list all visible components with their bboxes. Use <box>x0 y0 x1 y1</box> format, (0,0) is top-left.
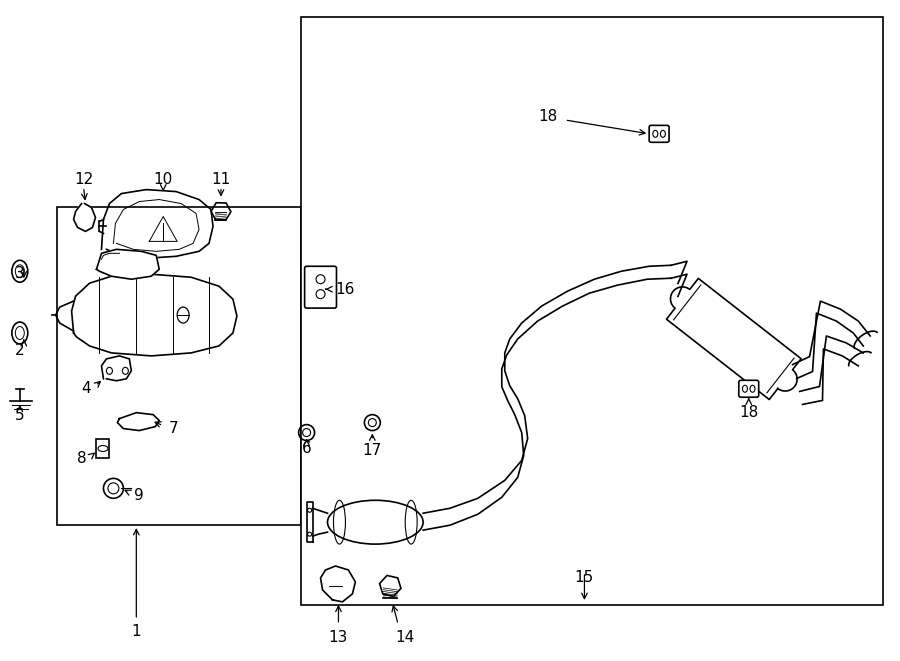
Text: 13: 13 <box>328 630 348 645</box>
Text: 14: 14 <box>396 630 415 645</box>
Text: 15: 15 <box>575 570 594 586</box>
FancyBboxPatch shape <box>304 266 337 308</box>
Text: 10: 10 <box>154 172 173 187</box>
Text: 4: 4 <box>82 381 91 396</box>
Polygon shape <box>96 249 159 279</box>
Text: 6: 6 <box>302 441 311 456</box>
Polygon shape <box>72 274 237 356</box>
FancyBboxPatch shape <box>739 380 759 397</box>
FancyBboxPatch shape <box>649 126 669 142</box>
Text: 7: 7 <box>168 421 178 436</box>
Text: 11: 11 <box>212 172 230 187</box>
Text: 8: 8 <box>76 451 86 466</box>
Text: 18: 18 <box>538 110 557 124</box>
Text: 17: 17 <box>363 443 382 458</box>
Polygon shape <box>102 356 131 381</box>
Text: 1: 1 <box>131 624 141 639</box>
Polygon shape <box>117 412 159 430</box>
Text: 18: 18 <box>739 405 759 420</box>
Polygon shape <box>320 566 356 602</box>
Bar <box>96 438 110 459</box>
Bar <box>301 17 883 605</box>
Text: 2: 2 <box>15 344 24 358</box>
Polygon shape <box>74 204 95 231</box>
Polygon shape <box>667 278 801 399</box>
Bar <box>57 206 301 525</box>
Text: 12: 12 <box>74 172 94 187</box>
Text: 3: 3 <box>15 266 24 281</box>
Text: 16: 16 <box>336 282 356 297</box>
Text: 9: 9 <box>134 488 144 503</box>
Text: 5: 5 <box>15 408 24 423</box>
